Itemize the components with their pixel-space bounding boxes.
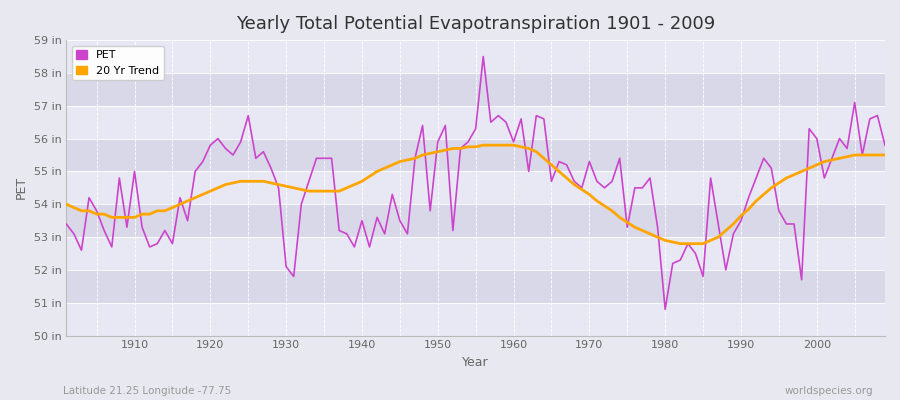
20 Yr Trend	[516, 144, 526, 149]
Bar	[67, 270, 885, 303]
PET	[508, 140, 519, 144]
PET	[288, 274, 299, 279]
Bar	[67, 73, 885, 106]
Bar	[67, 106, 885, 139]
20 Yr Trend	[334, 189, 345, 194]
20 Yr Trend	[508, 143, 519, 148]
PET	[334, 228, 345, 233]
20 Yr Trend	[675, 241, 686, 246]
PET	[607, 179, 617, 184]
PET	[879, 143, 890, 148]
PET	[478, 54, 489, 59]
PET	[122, 225, 132, 230]
Legend: PET, 20 Yr Trend: PET, 20 Yr Trend	[72, 46, 164, 80]
Title: Yearly Total Potential Evapotranspiration 1901 - 2009: Yearly Total Potential Evapotranspiratio…	[236, 15, 716, 33]
20 Yr Trend	[607, 208, 617, 213]
Bar	[67, 139, 885, 172]
20 Yr Trend	[122, 215, 132, 220]
Text: Latitude 21.25 Longitude -77.75: Latitude 21.25 Longitude -77.75	[63, 386, 231, 396]
20 Yr Trend	[288, 186, 299, 190]
Bar	[67, 204, 885, 237]
Bar	[67, 40, 885, 73]
20 Yr Trend	[478, 143, 489, 148]
X-axis label: Year: Year	[463, 356, 489, 369]
20 Yr Trend	[879, 153, 890, 158]
PET	[660, 307, 670, 312]
PET	[516, 116, 526, 121]
Line: 20 Yr Trend: 20 Yr Trend	[67, 145, 885, 244]
Bar	[67, 172, 885, 204]
Bar	[67, 303, 885, 336]
Line: PET: PET	[67, 56, 885, 309]
PET	[61, 222, 72, 226]
Text: worldspecies.org: worldspecies.org	[785, 386, 873, 396]
Bar	[67, 237, 885, 270]
20 Yr Trend	[61, 202, 72, 207]
Y-axis label: PET: PET	[15, 176, 28, 200]
